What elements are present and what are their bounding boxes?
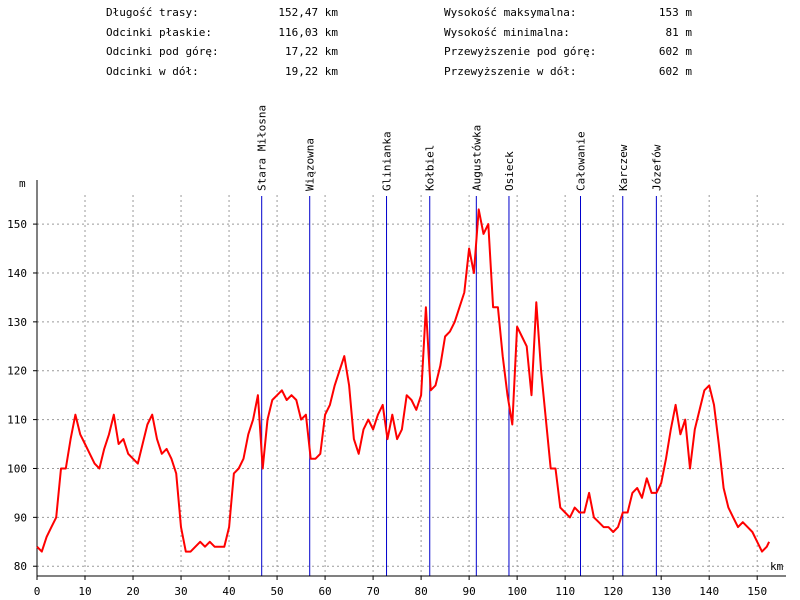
location-marker-label: Glinianka [381, 131, 394, 191]
x-tick-label: 50 [270, 585, 283, 598]
stat-value: 116,03 km [278, 26, 338, 39]
location-marker-label: Wiązowna [304, 138, 317, 191]
stat-value: 17,22 km [285, 45, 338, 58]
stat-label: Odcinki w dół: [106, 65, 199, 78]
stat-value: 19,22 km [285, 65, 338, 78]
stat-label: Przewyższenie w dół: [444, 65, 576, 78]
stat-label: Wysokość maksymalna: [444, 6, 576, 19]
stat-value: 602 m [659, 65, 692, 78]
location-marker-label: Karczew [617, 144, 630, 191]
location-marker-label: Józefów [650, 144, 663, 191]
location-marker-label: Kołbiel [424, 145, 437, 191]
location-marker-label: Osieck [503, 151, 516, 191]
stat-value: 81 m [666, 26, 693, 39]
stat-label: Wysokość minimalna: [444, 26, 570, 39]
x-tick-label: 60 [318, 585, 331, 598]
x-tick-label: 10 [78, 585, 91, 598]
stat-label: Przewyższenie pod górę: [444, 45, 596, 58]
y-tick-label: 110 [7, 414, 27, 427]
x-tick-label: 0 [34, 585, 41, 598]
x-tick-label: 140 [699, 585, 719, 598]
stat-label: Odcinki płaskie: [106, 26, 212, 39]
y-tick-label: 140 [7, 267, 27, 280]
y-tick-label: 100 [7, 462, 27, 475]
stat-value: 153 m [659, 6, 692, 19]
stat-value: 602 m [659, 45, 692, 58]
location-marker-label: Augustówka [470, 125, 483, 191]
x-tick-label: 30 [174, 585, 187, 598]
x-tick-label: 80 [414, 585, 427, 598]
x-tick-label: 70 [366, 585, 379, 598]
x-axis-label: km [770, 560, 784, 573]
plot-area: 0 10 20 30 40 50 60 70 80 90 100 110 120 130 140 150 80 9… [7, 105, 786, 598]
y-tick-label: 120 [7, 365, 27, 378]
stat-label: Odcinki pod górę: [106, 45, 219, 58]
location-marker-label: Całowanie [575, 131, 588, 191]
x-tick-label: 100 [507, 585, 527, 598]
x-tick-label: 40 [222, 585, 235, 598]
x-tick-label: 130 [651, 585, 671, 598]
x-tick-label: 110 [555, 585, 575, 598]
y-tick-label: 90 [14, 511, 27, 524]
y-tick-label: 130 [7, 316, 27, 329]
x-tick-label: 90 [462, 585, 475, 598]
y-tick-label: 80 [14, 560, 27, 573]
route-stats: Długość trasy: 152,47 km Odcinki płaskie… [106, 6, 692, 78]
stat-label: Długość trasy: [106, 6, 199, 19]
stat-value: 152,47 km [278, 6, 338, 19]
y-axis-label: m [19, 177, 26, 190]
x-tick-label: 120 [603, 585, 623, 598]
y-tick-label: 150 [7, 218, 27, 231]
location-marker-label: Stara Miłosna [256, 105, 269, 191]
elevation-line [36, 208, 771, 553]
x-tick-label: 150 [747, 585, 767, 598]
x-tick-label: 20 [126, 585, 139, 598]
